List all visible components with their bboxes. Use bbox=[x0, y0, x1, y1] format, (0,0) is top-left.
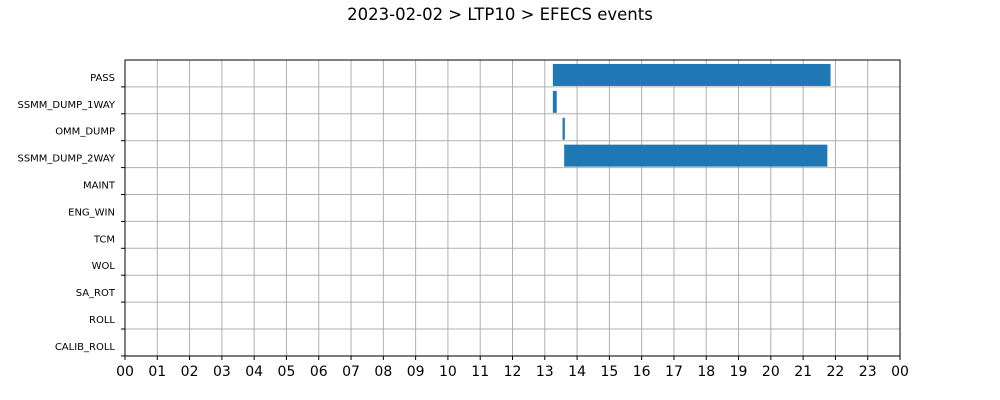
x-tick-label: 05 bbox=[278, 364, 296, 380]
x-tick-label: 23 bbox=[859, 364, 877, 380]
x-tick-label: 08 bbox=[374, 364, 392, 380]
x-tick-label: 15 bbox=[600, 364, 618, 380]
x-tick-label: 18 bbox=[697, 364, 715, 380]
plot-frame bbox=[124, 59, 901, 357]
x-tick-label: 07 bbox=[342, 364, 360, 380]
grid bbox=[124, 60, 901, 357]
x-tick-label: 01 bbox=[148, 364, 166, 380]
x-tick-label: 16 bbox=[633, 364, 651, 380]
x-tick-label: 12 bbox=[504, 364, 522, 380]
x-tick-label: 13 bbox=[536, 364, 554, 380]
x-tick-label: 06 bbox=[310, 364, 328, 380]
x-tick-label: 19 bbox=[730, 364, 748, 380]
y-tick-label: SA_ROT bbox=[76, 288, 116, 299]
y-tick-label: ROLL bbox=[89, 315, 115, 326]
x-tick-label: 00 bbox=[891, 364, 909, 380]
event-bar bbox=[552, 90, 557, 113]
event-bar bbox=[564, 144, 828, 167]
x-tick-label: 02 bbox=[181, 364, 199, 380]
bars bbox=[552, 63, 831, 167]
y-tick-label: WOL bbox=[92, 261, 116, 272]
x-tick-label: 03 bbox=[213, 364, 231, 380]
y-tick-label: SSMM_DUMP_2WAY bbox=[17, 154, 115, 165]
x-tick-label: 09 bbox=[407, 364, 425, 380]
y-tick-label: SSMM_DUMP_1WAY bbox=[17, 100, 115, 111]
chart-title: 2023-02-02 > LTP10 > EFECS events bbox=[347, 5, 653, 24]
y-tick-label: OMM_DUMP bbox=[55, 127, 115, 138]
x-tick-label: 17 bbox=[665, 364, 683, 380]
y-tick-label: PASS bbox=[90, 73, 115, 84]
x-tick-label: 04 bbox=[245, 364, 263, 380]
y-axis: PASS SSMM_DUMP_1WAY OMM_DUMP SSMM_DUMP_2WAY… bbox=[17, 73, 125, 357]
event-bar bbox=[552, 63, 831, 86]
x-tick-label: 22 bbox=[827, 364, 845, 380]
x-tick-label: 10 bbox=[439, 364, 457, 380]
y-tick-label: CALIB_ROLL bbox=[55, 342, 116, 353]
x-tick-label: 20 bbox=[762, 364, 780, 380]
y-tick-label: ENG_WIN bbox=[68, 207, 115, 218]
x-tick-label: 00 bbox=[116, 364, 134, 380]
x-tick-label: 11 bbox=[471, 364, 489, 380]
y-tick-label: MAINT bbox=[83, 181, 116, 192]
y-tick-label: TCM bbox=[93, 234, 115, 245]
x-axis: 00 01 02 03 04 05 06 07 08 09 10 11 12 13 14 15 16 17 18 19… bbox=[116, 356, 909, 380]
event-bar bbox=[562, 117, 565, 140]
x-tick-label: 21 bbox=[794, 364, 812, 380]
x-tick-label: 14 bbox=[568, 364, 586, 380]
